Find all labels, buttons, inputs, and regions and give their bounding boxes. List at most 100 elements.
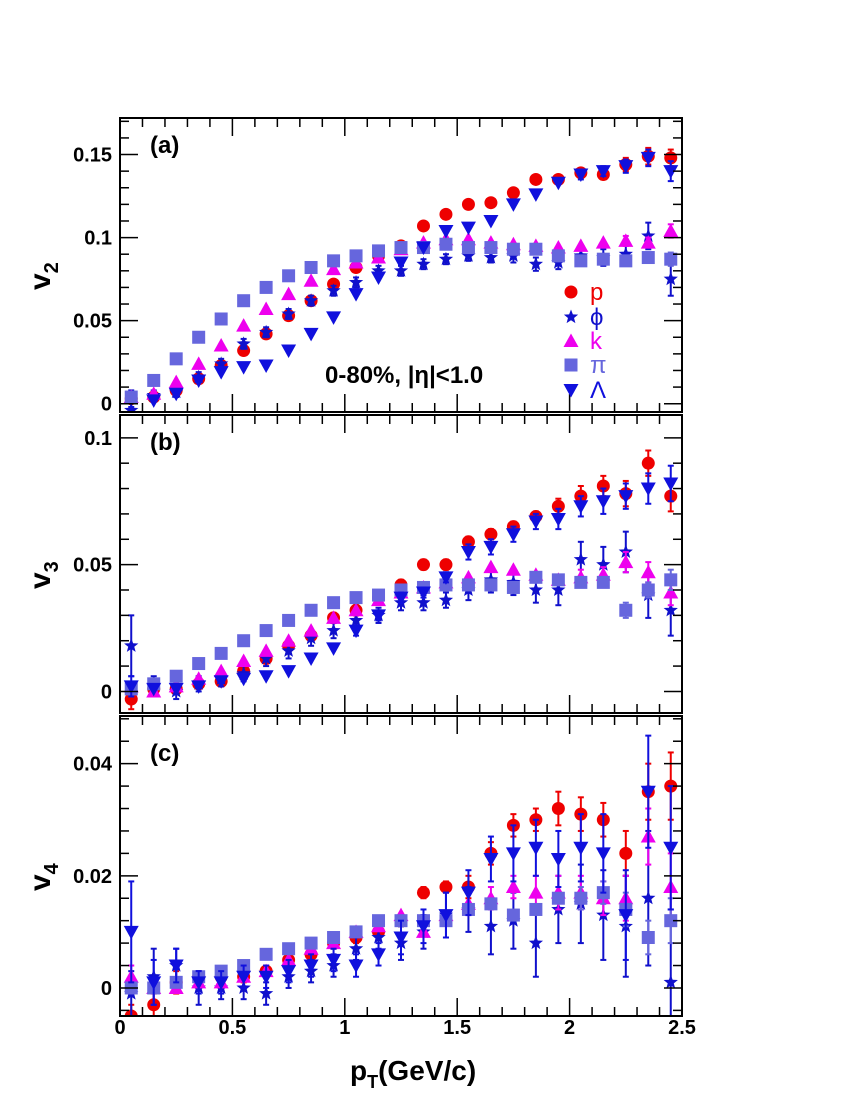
point-lambda bbox=[505, 528, 521, 542]
point-pi bbox=[282, 613, 296, 627]
point-lambda bbox=[213, 366, 229, 380]
point-lambda bbox=[640, 482, 656, 497]
point-k bbox=[663, 585, 679, 599]
panel-2: 0 0.05 0.1 0.15 (a) v2 bbox=[24, 117, 683, 416]
point-pi bbox=[214, 646, 228, 660]
point-k bbox=[348, 602, 364, 617]
point-lambda bbox=[303, 327, 319, 342]
legend-marker-lambda bbox=[563, 384, 579, 398]
series-phi bbox=[124, 530, 678, 701]
point-p bbox=[529, 172, 543, 186]
y-tick-label: 0.1 bbox=[84, 228, 112, 250]
point-lambda bbox=[618, 160, 634, 174]
point-pi bbox=[664, 573, 678, 587]
point-pi bbox=[506, 908, 520, 922]
point-lambda bbox=[191, 374, 207, 388]
point-pi bbox=[372, 914, 386, 928]
point-k bbox=[236, 653, 252, 668]
point-pi bbox=[506, 580, 520, 594]
point-lambda bbox=[483, 540, 499, 555]
point-lambda bbox=[371, 948, 387, 962]
point-lambda bbox=[281, 344, 297, 359]
point-lambda bbox=[595, 165, 611, 179]
legend-item-p: p bbox=[564, 279, 603, 306]
point-phi bbox=[124, 638, 139, 652]
legend-label-phi: ϕ bbox=[590, 304, 603, 331]
point-lambda bbox=[303, 652, 319, 666]
point-phi bbox=[303, 630, 319, 645]
y-tick-label: 0.05 bbox=[73, 555, 112, 577]
y-axis-label: v2 bbox=[24, 262, 63, 290]
point-pi bbox=[619, 254, 633, 268]
point-pi bbox=[349, 591, 363, 605]
point-lambda bbox=[438, 224, 454, 239]
point-lambda bbox=[573, 500, 589, 514]
point-k bbox=[640, 235, 656, 249]
point-k bbox=[505, 879, 521, 894]
point-lambda bbox=[663, 841, 679, 856]
point-lambda bbox=[303, 959, 319, 974]
point-lambda bbox=[528, 841, 544, 856]
point-p bbox=[439, 880, 453, 894]
point-pi bbox=[461, 578, 475, 592]
point-phi bbox=[573, 552, 588, 566]
legend-item-phi: ϕ bbox=[563, 304, 603, 331]
point-phi bbox=[258, 986, 274, 1000]
point-pi bbox=[214, 312, 228, 326]
point-lambda bbox=[483, 214, 499, 229]
point-k bbox=[618, 233, 634, 247]
point-pi bbox=[574, 891, 588, 905]
point-phi bbox=[663, 974, 678, 989]
point-pi bbox=[124, 390, 138, 404]
point-k bbox=[618, 554, 634, 569]
y-axis-label-sub: 4 bbox=[41, 862, 63, 874]
point-lambda bbox=[146, 682, 162, 697]
point-pi bbox=[439, 578, 453, 592]
point-pi bbox=[484, 897, 498, 911]
point-k bbox=[281, 633, 297, 647]
legend-item-k: k bbox=[563, 328, 603, 355]
point-phi bbox=[551, 582, 566, 597]
point-lambda bbox=[595, 847, 611, 861]
point-pi bbox=[259, 947, 273, 961]
point-pi bbox=[641, 251, 655, 265]
point-pi bbox=[529, 242, 543, 256]
point-lambda bbox=[213, 675, 229, 689]
plot-frame bbox=[119, 715, 683, 1017]
point-lambda bbox=[348, 624, 364, 639]
point-phi bbox=[416, 256, 431, 271]
point-phi bbox=[258, 324, 274, 339]
point-phi bbox=[348, 941, 364, 955]
point-pi bbox=[484, 578, 498, 592]
point-p bbox=[551, 499, 565, 513]
point-lambda bbox=[348, 959, 364, 974]
point-pi bbox=[551, 573, 565, 587]
point-lambda bbox=[550, 176, 566, 191]
point-k bbox=[236, 318, 252, 332]
point-lambda bbox=[371, 609, 387, 623]
point-p bbox=[439, 558, 453, 572]
point-k bbox=[326, 610, 342, 624]
point-k bbox=[663, 223, 679, 237]
point-lambda bbox=[213, 976, 229, 990]
point-p bbox=[124, 692, 138, 706]
point-pi bbox=[641, 930, 655, 944]
point-pi bbox=[506, 242, 520, 256]
point-phi bbox=[483, 250, 499, 264]
point-pi bbox=[551, 891, 565, 905]
point-lambda bbox=[236, 672, 252, 687]
point-p bbox=[551, 802, 565, 816]
y-axis-label-sub: 2 bbox=[41, 262, 63, 273]
panel-4: 0 0.02 0.04 (c) v4 bbox=[24, 715, 683, 1017]
point-phi bbox=[326, 623, 341, 637]
point-k bbox=[326, 261, 342, 276]
point-lambda bbox=[258, 970, 274, 985]
point-pi bbox=[169, 352, 183, 366]
point-phi bbox=[214, 356, 229, 370]
point-lambda bbox=[326, 311, 342, 325]
point-lambda bbox=[550, 512, 566, 527]
point-lambda bbox=[618, 909, 634, 923]
point-pi bbox=[574, 254, 588, 268]
point-p bbox=[461, 535, 475, 549]
